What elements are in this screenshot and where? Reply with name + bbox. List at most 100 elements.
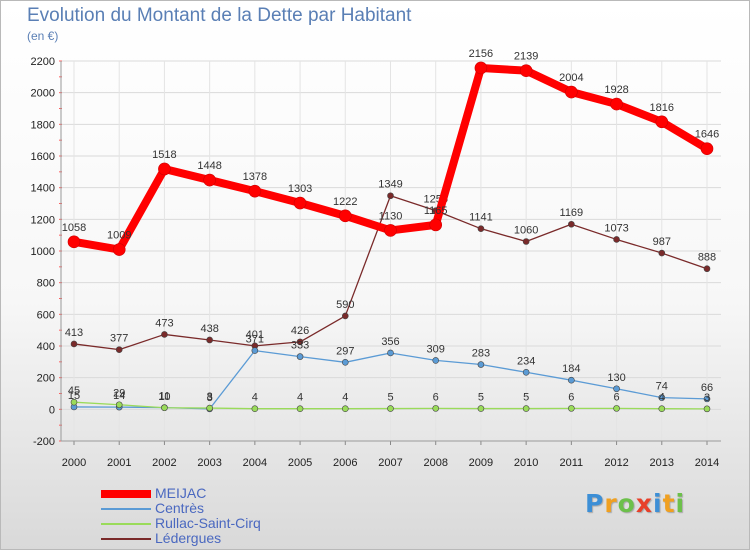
data-label-rullac-saint-cirq: 8: [207, 391, 213, 403]
data-label-meijac: 1165: [424, 205, 448, 217]
legend-label: Rullac-Saint-Cirq: [155, 515, 261, 531]
data-point-meijac: [248, 184, 262, 198]
data-label-l-dergues: 987: [653, 236, 671, 248]
data-point-rullac-saint-cirq: [296, 405, 304, 413]
data-label-l-dergues: 438: [200, 323, 218, 335]
y-tick-label: 800: [37, 278, 55, 290]
data-label-rullac-saint-cirq: 29: [113, 388, 125, 400]
y-tick-label: 1400: [31, 183, 55, 195]
data-point-meijac: [565, 85, 578, 99]
y-tick-label: 1000: [31, 246, 55, 258]
data-point-centr-s: [613, 385, 620, 393]
data-point-centr-s: [296, 353, 304, 360]
data-label-meijac: 2156: [469, 48, 493, 60]
data-label-rullac-saint-cirq: 45: [68, 385, 80, 397]
x-tick-label: 2005: [288, 457, 312, 469]
data-label-rullac-saint-cirq: 5: [387, 392, 393, 404]
logo-letter: i: [675, 489, 686, 518]
x-tick-label: 2010: [514, 457, 538, 469]
x-tick-label: 2012: [604, 457, 628, 469]
y-tick-label: -200: [33, 436, 55, 448]
logo-letter: t: [662, 489, 676, 518]
data-label-l-dergues: 1169: [560, 207, 584, 219]
logo-letter: o: [617, 489, 636, 518]
data-point-rullac-saint-cirq: [251, 405, 259, 413]
data-label-rullac-saint-cirq: 3: [704, 392, 710, 404]
data-label-l-dergues: 401: [246, 329, 264, 341]
data-label-rullac-saint-cirq: 5: [478, 392, 484, 404]
data-point-meijac: [112, 243, 126, 256]
legend-label: Lédergues: [155, 530, 222, 546]
data-point-centr-s: [522, 368, 530, 376]
data-label-centr-s: 371: [246, 334, 264, 346]
x-tick-label: 2001: [107, 457, 131, 469]
data-point-meijac: [655, 115, 669, 129]
data-point-l-dergues: [522, 238, 530, 245]
data-point-rullac-saint-cirq: [115, 401, 123, 409]
data-label-centr-s: 3: [207, 392, 213, 404]
data-label-rullac-saint-cirq: 4: [252, 392, 258, 404]
data-point-meijac: [384, 224, 397, 237]
y-tick-label: 400: [37, 341, 55, 353]
data-label-centr-s: 184: [562, 363, 580, 375]
data-point-rullac-saint-cirq: [387, 405, 394, 412]
data-label-meijac: 2139: [514, 51, 538, 63]
data-point-meijac: [610, 97, 623, 111]
data-label-l-dergues: 1349: [378, 179, 402, 191]
data-point-rullac-saint-cirq: [206, 404, 213, 412]
y-tick-label: 1200: [31, 214, 55, 226]
data-point-l-dergues: [387, 192, 394, 200]
y-tick-label: 1800: [31, 119, 55, 131]
data-label-centr-s: 297: [336, 345, 354, 357]
y-tick-label: 2200: [31, 56, 55, 68]
data-label-l-dergues: 426: [291, 325, 309, 337]
data-label-centr-s: 74: [656, 381, 668, 393]
data-label-rullac-saint-cirq: 6: [614, 391, 620, 403]
data-label-meijac: 1222: [333, 196, 357, 208]
data-label-centr-s: 283: [472, 348, 490, 360]
data-label-meijac: 1646: [695, 129, 719, 141]
data-point-meijac: [474, 61, 488, 75]
data-label-l-dergues: 377: [110, 333, 128, 345]
legend-label: MEIJAC: [155, 485, 207, 501]
data-point-rullac-saint-cirq: [568, 405, 575, 412]
data-label-l-dergues: 590: [336, 299, 354, 311]
data-label-centr-s: 11: [159, 391, 170, 403]
data-point-meijac: [203, 173, 216, 187]
data-label-rullac-saint-cirq: 4: [659, 392, 665, 404]
legend-item: Lédergues: [101, 530, 361, 546]
data-label-l-dergues: 888: [698, 252, 716, 264]
data-label-l-dergues: 1141: [469, 212, 493, 224]
data-label-l-dergues: 1073: [604, 222, 628, 234]
data-point-l-dergues: [703, 265, 711, 273]
data-point-rullac-saint-cirq: [658, 405, 666, 413]
chart-unit-label: (en €): [27, 29, 59, 43]
data-label-rullac-saint-cirq: 4: [342, 392, 348, 404]
x-tick-label: 2006: [333, 457, 357, 469]
legend-item: Rullac-Saint-Cirq: [101, 515, 361, 531]
data-label-centr-s: 234: [517, 355, 535, 367]
data-point-l-dergues: [70, 340, 78, 348]
data-label-meijac: 1303: [288, 183, 312, 195]
logo-letter: x: [635, 489, 653, 518]
data-label-rullac-saint-cirq: 5: [523, 392, 529, 404]
x-tick-label: 2007: [378, 457, 402, 469]
data-point-l-dergues: [658, 249, 666, 257]
data-point-meijac: [67, 235, 81, 249]
data-point-centr-s: [387, 349, 394, 357]
x-tick-label: 2009: [469, 457, 493, 469]
data-label-meijac: 1130: [379, 210, 403, 222]
x-tick-label: 2002: [152, 457, 176, 469]
logo-letter: P: [585, 489, 605, 518]
data-point-centr-s: [432, 357, 440, 364]
legend-swatch: [101, 537, 151, 540]
data-label-centr-s: 333: [291, 340, 309, 352]
data-label-l-dergues: 413: [65, 327, 83, 339]
data-point-rullac-saint-cirq: [522, 405, 530, 412]
chart-title: Evolution du Montant de la Dette par Hab…: [27, 5, 412, 26]
data-label-rullac-saint-cirq: 4: [297, 392, 303, 404]
legend-swatch: [101, 507, 151, 510]
data-label-centr-s: 130: [607, 372, 625, 384]
